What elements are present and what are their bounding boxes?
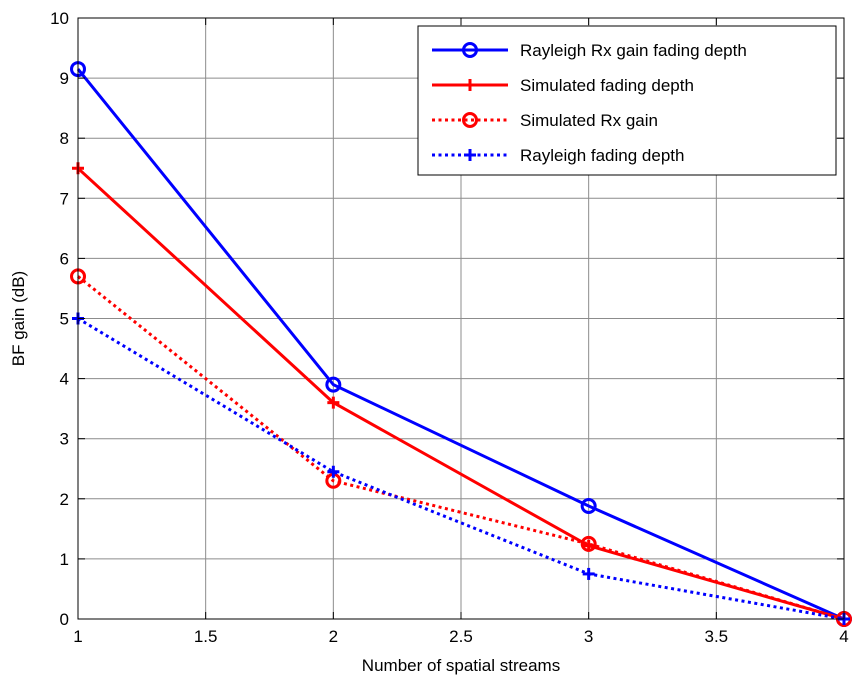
y-tick-label: 1 [60,550,69,569]
x-tick-label: 1.5 [194,627,218,646]
legend-marker-swatch [462,112,478,128]
y-tick-label: 8 [60,129,69,148]
legend-marker-swatch [464,79,476,91]
legend-label: Simulated Rx gain [520,111,658,130]
legend-label: Rayleigh fading depth [520,146,684,165]
series-line [77,275,845,621]
series-line [76,68,845,621]
legend-label: Simulated fading depth [520,76,694,95]
data-point [580,498,597,515]
data-point [580,535,597,552]
x-tick-label: 3 [584,627,593,646]
legend-label: Rayleigh Rx gain fading depth [520,41,747,60]
y-tick-label: 10 [50,9,69,28]
legend-entry: Simulated Rx gain [432,111,658,130]
y-tick-label: 7 [60,189,69,208]
y-tick-label: 3 [60,430,69,449]
x-tick-label: 4 [839,627,848,646]
data-point [327,396,340,409]
y-tick-label: 6 [60,249,69,268]
y-axis-label: BF gain (dB) [9,271,28,366]
y-tick-label: 9 [60,69,69,88]
x-tick-label: 3.5 [705,627,729,646]
x-axis-label: Number of spatial streams [362,656,560,675]
series-line [77,317,845,621]
series-group [70,61,852,627]
legend-entry: Rayleigh fading depth [432,146,684,165]
x-tick-label: 2.5 [449,627,473,646]
data-point [327,465,340,478]
series-4 [72,312,850,625]
legend-marker-swatch [464,149,476,161]
x-tick-label: 1 [73,627,82,646]
data-point [582,567,595,580]
axis-ticks [77,17,845,620]
legend-entry: Rayleigh Rx gain fading depth [432,41,747,60]
legend-marker-swatch [462,42,478,58]
y-tick-label: 2 [60,490,69,509]
y-tick-label: 0 [60,610,69,629]
y-tick-label: 5 [60,310,69,329]
x-tick-label: 2 [329,627,338,646]
data-point [325,376,342,393]
legend: Rayleigh Rx gain fading depth Simulated f… [417,25,837,176]
legend-entry: Simulated fading depth [432,76,694,95]
y-tick-label: 4 [60,370,69,389]
